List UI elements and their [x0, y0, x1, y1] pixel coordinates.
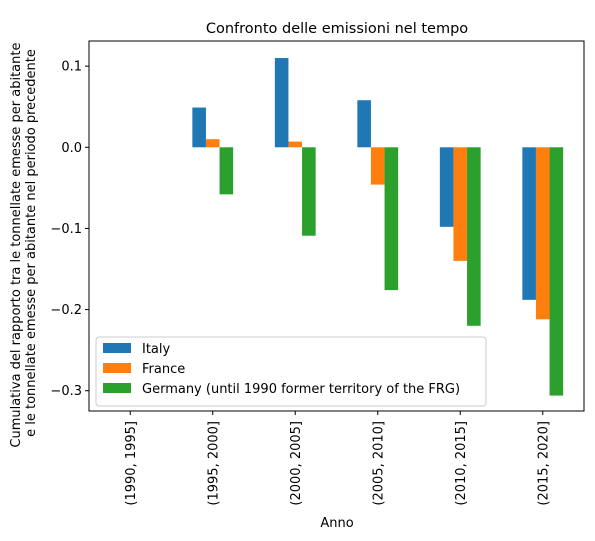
x-axis-label: Anno	[320, 516, 353, 531]
bar-france-3	[370, 147, 385, 185]
y-tick-label: −0.2	[50, 303, 82, 318]
x-tick-label: (2015, 2020]	[536, 421, 551, 506]
y-axis-label-line-2: e le tonnellate emesse per abitante nel …	[24, 49, 39, 437]
y-tick-label: −0.3	[50, 384, 82, 399]
legend: Italy France Germany (until 1990 former te…	[95, 336, 487, 407]
y-tick-label: −0.1	[50, 222, 82, 237]
bars-group	[192, 58, 564, 396]
x-tick-label: (2005, 2010]	[371, 421, 386, 506]
bar-italy-4	[439, 147, 454, 227]
legend-swatch	[103, 343, 131, 353]
y-tick-label: 0.1	[61, 60, 82, 75]
y-axis-ticks: 0.1 0.0 −0.1 −0.2 −0.3	[50, 60, 89, 399]
y-tick-label: 0.0	[61, 141, 82, 156]
bar-france-5	[535, 147, 550, 320]
bar-italy-3	[357, 100, 371, 148]
bar-germany-4	[467, 147, 481, 326]
legend-box	[95, 336, 487, 407]
bar-germany-5	[549, 147, 564, 396]
bar-germany-1	[219, 147, 234, 195]
legend-swatch	[103, 383, 131, 393]
y-axis-label-line-1: Cumulativa del rapporto tra le tonnellat…	[9, 43, 24, 448]
x-tick-label: (1990, 1995]	[124, 421, 139, 506]
bar-france-4	[453, 147, 468, 261]
x-axis-ticks: (1990, 1995] (1995, 2000] (2000, 2005] (200…	[124, 411, 551, 506]
plot-area-frame	[88, 40, 585, 412]
legend-entry-label: Italy	[142, 342, 171, 357]
bar-italy-1	[192, 107, 206, 148]
legend-entry-label: Germany (until 1990 former territory of …	[142, 382, 460, 397]
legend-entry-label: France	[142, 362, 185, 377]
bar-germany-2	[302, 147, 316, 236]
chart-title: Confronto delle emissioni nel tempo	[206, 21, 468, 37]
legend-swatch	[103, 363, 131, 373]
bar-france-1	[205, 139, 220, 148]
x-tick-label: (2010, 2015]	[454, 421, 469, 506]
bar-italy-2	[274, 58, 289, 148]
bar-italy-5	[522, 147, 536, 300]
y-axis-label: Cumulativa del rapporto tra le tonnellat…	[9, 38, 39, 447]
x-tick-label: (1995, 2000]	[206, 421, 221, 506]
bar-germany-3	[384, 147, 399, 291]
bar-france-2	[288, 141, 303, 148]
x-tick-label: (2000, 2005]	[289, 421, 304, 506]
